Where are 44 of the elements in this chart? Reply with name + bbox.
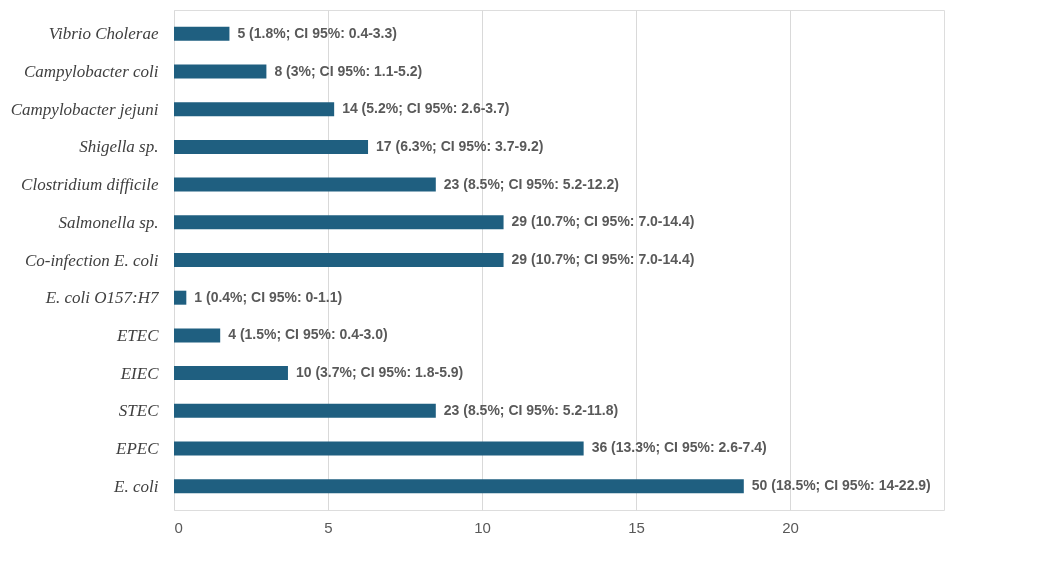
- x-tick-label: 5: [324, 518, 333, 536]
- data-label: 23 (8.5%; CI 95%: 5.2-11.8): [443, 401, 619, 418]
- bar: [174, 328, 221, 343]
- x-tick-label: 20: [782, 518, 799, 536]
- bar: [174, 26, 230, 41]
- data-label: 14 (5.2%; CI 95%: 2.6-3.7): [342, 100, 510, 117]
- data-label: 29 (10.7%; CI 95%: 7.0-14.4): [511, 251, 695, 267]
- x-tick-label: 0: [174, 518, 183, 536]
- data-label: 8 (3%; CI 95%: 1.1-5.2): [274, 62, 423, 79]
- y-tick-label: ETEC: [115, 325, 160, 345]
- y-tick-label: E. coli: [113, 476, 159, 496]
- bar: [174, 403, 436, 418]
- bar: [174, 253, 504, 267]
- data-label: 1 (0.4%; CI 95%: 0-1.1): [194, 288, 343, 305]
- data-label: 36 (13.3%; CI 95%: 2.6-7.4): [591, 439, 767, 456]
- y-tick-label: STEC: [118, 401, 160, 421]
- y-tick-label: EIEC: [119, 363, 160, 383]
- y-tick-label: Shigella sp.: [79, 137, 159, 157]
- y-tick-label: Salmonella sp.: [58, 212, 159, 232]
- y-tick-label: E. coli O157:H7: [44, 288, 160, 308]
- bar: [174, 366, 288, 381]
- bar: [174, 215, 504, 230]
- data-label: 10 (3.7%; CI 95%: 1.8-5.9): [295, 364, 464, 381]
- bar: [174, 479, 744, 494]
- bar: [174, 290, 187, 305]
- bar: [174, 64, 267, 79]
- data-label: 29 (10.7%; CI 95%: 7.0-14.4): [511, 213, 695, 230]
- bar: [174, 102, 335, 117]
- data-label: 23 (8.5%; CI 95%: 5.2-12.2): [443, 175, 619, 192]
- x-tick-label: 10: [474, 518, 491, 536]
- data-label: 5 (1.8%; CI 95%: 0.4-3.3): [237, 24, 397, 41]
- y-tick-label: EPEC: [115, 438, 160, 458]
- x-tick-label: 15: [628, 518, 645, 536]
- y-tick-label: Vibrio Cholerae: [48, 24, 159, 44]
- data-label: 50 (18.5%; CI 95%: 14-22.9): [751, 477, 931, 494]
- bar: [174, 139, 369, 154]
- y-tick-label: Campylobacter coli: [23, 62, 159, 82]
- y-tick-label: Clostridium difficile: [21, 175, 159, 195]
- data-label: 4 (1.5%; CI 95%: 0.4-3.0): [228, 326, 388, 343]
- bar: [174, 441, 584, 456]
- y-tick-label: Campylobacter jejuni: [10, 99, 159, 119]
- bar: [174, 177, 436, 192]
- data-label: 17 (6.3%; CI 95%: 3.7-9.2): [376, 137, 544, 154]
- y-tick-label: Co-infection E. coli: [24, 250, 159, 270]
